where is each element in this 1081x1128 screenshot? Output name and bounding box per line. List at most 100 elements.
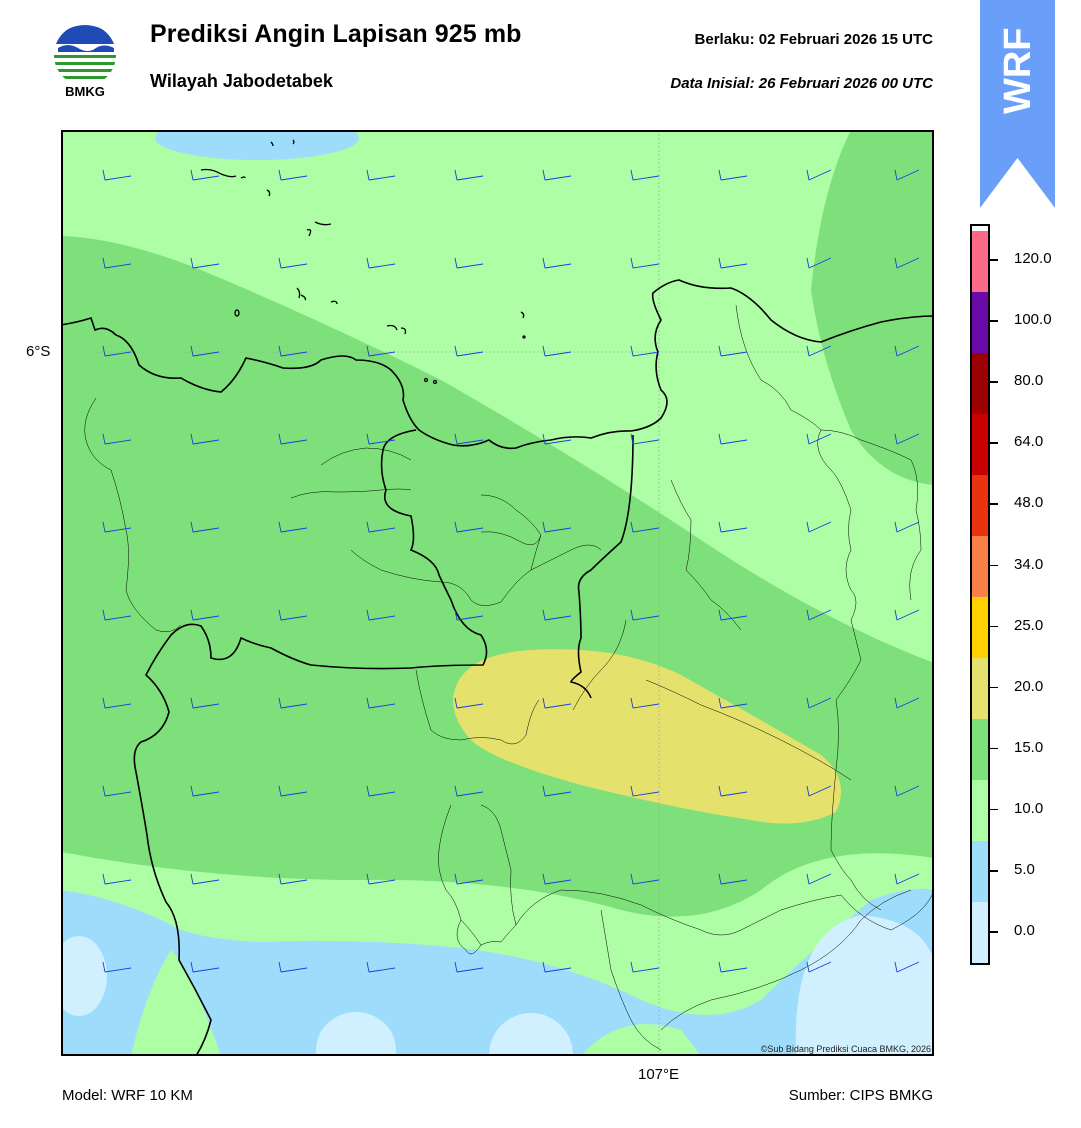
colorbar-segment: [970, 780, 990, 841]
bmkg-logo-icon: [54, 24, 116, 86]
regency-boundaries: [84, 304, 934, 1051]
wind-barb: [190, 257, 220, 269]
wind-barb: [806, 169, 832, 181]
wind-barb: [454, 961, 484, 973]
wind-barb: [630, 697, 660, 709]
coastline: [61, 279, 934, 450]
islands: [200, 139, 526, 385]
logo-text: BMKG: [65, 84, 105, 99]
wind-barb: [894, 521, 920, 533]
source-label: Sumber: CIPS BMKG: [788, 1087, 933, 1104]
colorbar-label: 25.0: [1014, 616, 1044, 634]
lon-label: 107°E: [638, 1066, 680, 1083]
wind-barb: [630, 961, 660, 973]
colorbar-label: 0.0: [1014, 922, 1035, 940]
valid-time: Berlaku: 02 Februari 2026 15 UTC: [694, 31, 933, 48]
zone-yellow: [453, 649, 841, 824]
wind-barb: [366, 961, 396, 973]
wind-barb: [542, 345, 572, 357]
wind-barb: [102, 433, 132, 445]
zone-light-blue-3: [489, 1013, 573, 1056]
wind-barb: [190, 785, 220, 797]
zone-light-green-bottom: [131, 950, 221, 1056]
wind-barb: [894, 257, 920, 269]
colorbar-label: 80.0: [1014, 372, 1044, 390]
colorbar-segment: [970, 292, 990, 353]
wind-barb: [718, 169, 748, 181]
colorbar-tick: [990, 503, 998, 505]
wind-barb: [190, 169, 220, 181]
wind-barb: [102, 785, 132, 797]
wind-barb: [806, 257, 832, 269]
colorbar-label: 34.0: [1014, 555, 1044, 573]
colorbar-label: 64.0: [1014, 433, 1044, 451]
wind-barb: [190, 873, 220, 885]
zone-light-blue-2: [316, 1012, 396, 1056]
wind-barb: [806, 345, 832, 357]
wind-barb: [454, 433, 484, 445]
wind-barb: [190, 609, 220, 621]
wind-barb: [542, 873, 572, 885]
wind-barb: [718, 609, 748, 621]
wind-barb: [806, 609, 832, 621]
colorbar-label: 10.0: [1014, 799, 1044, 817]
wind-barb: [102, 609, 132, 621]
wrf-badge: WRF: [980, 0, 1055, 208]
wind-barb: [102, 521, 132, 533]
wind-barb: [278, 257, 308, 269]
wind-barb: [542, 521, 572, 533]
colorbar-tick: [990, 320, 998, 322]
wind-barb: [190, 433, 220, 445]
zone-green-right: [811, 130, 934, 485]
wind-barb: [278, 169, 308, 181]
wind-barb: [190, 961, 220, 973]
wind-barb: [542, 433, 572, 445]
wind-barb: [366, 257, 396, 269]
wind-barb: [278, 609, 308, 621]
wind-barb: [190, 697, 220, 709]
wind-barb: [894, 345, 920, 357]
wind-barb: [278, 961, 308, 973]
wind-barb: [806, 785, 832, 797]
wind-barb: [630, 433, 660, 445]
wind-barb: [102, 257, 132, 269]
wind-barb: [630, 785, 660, 797]
colorbar-segment: [970, 841, 990, 902]
colorbar-tick: [990, 870, 998, 872]
wind-barb: [718, 873, 748, 885]
wind-barb: [630, 873, 660, 885]
colorbar-label: 48.0: [1014, 494, 1044, 512]
wind-barb: [454, 345, 484, 357]
colorbar-segment: [970, 353, 990, 414]
wind-barb: [894, 433, 920, 445]
wind-barb: [366, 169, 396, 181]
colorbar-segment: [970, 719, 990, 780]
wind-barb: [894, 785, 920, 797]
zone-blue-bottom: [61, 888, 934, 1056]
wind-barb: [718, 785, 748, 797]
wind-barb: [806, 433, 832, 445]
model-label: Model: WRF 10 KM: [62, 1087, 193, 1104]
map-border: [61, 130, 934, 1056]
page-subtitle: Wilayah Jabodetabek: [150, 71, 333, 91]
wind-barb: [542, 169, 572, 181]
wind-barb: [366, 433, 396, 445]
wind-barb: [278, 697, 308, 709]
wind-barb: [454, 697, 484, 709]
wind-barb: [630, 345, 660, 357]
wind-barb: [718, 697, 748, 709]
wind-barb: [806, 697, 832, 709]
colorbar-segment: [970, 597, 990, 658]
colorbar-segment: [970, 414, 990, 475]
zone-light-blue-1: [61, 936, 107, 1016]
zone-light-blue-4: [795, 915, 934, 1056]
province-boundary: [133, 429, 488, 1056]
wind-barb: [542, 609, 572, 621]
wind-barb: [366, 345, 396, 357]
wind-barb: [894, 697, 920, 709]
colorbar-label: 15.0: [1014, 738, 1044, 756]
wind-barb: [102, 169, 132, 181]
wind-barb: [366, 873, 396, 885]
wind-barb: [542, 961, 572, 973]
colorbar-label: 20.0: [1014, 677, 1044, 695]
